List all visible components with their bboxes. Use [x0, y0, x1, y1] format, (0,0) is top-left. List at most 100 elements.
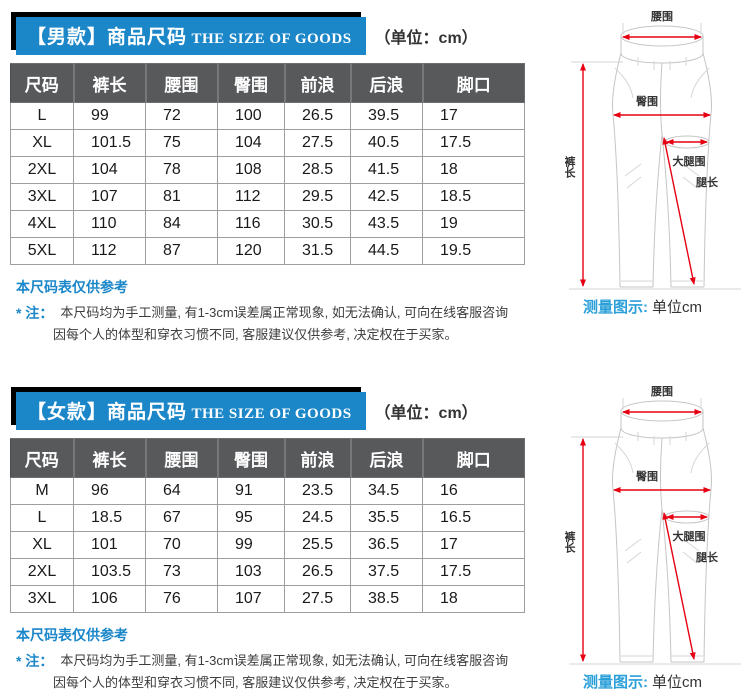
women-title-bar: 【女款】商品尺码 THE SIZE OF GOODS	[16, 392, 366, 430]
value-cell: 34.5	[350, 477, 423, 505]
women-note-line1: * 注： 本尺码均为手工测量, 有1-3cm误差属正常现象, 如无法确认, 可向…	[16, 651, 565, 673]
value-cell: 104	[73, 156, 146, 184]
value-cell: 18.5	[73, 504, 146, 532]
table-row: 5XL 112 87 120 31.5 44.5 19.5	[10, 237, 525, 265]
value-cell: 29.5	[284, 183, 351, 211]
men-note-prefix: * 注：	[16, 305, 54, 321]
column-header: 腰围	[144, 63, 218, 103]
men-table-body: L 99 72 100 26.5 39.5 17 XL 101.5 75 104 27.5 40.5 17…	[10, 102, 525, 265]
value-cell: 17.5	[422, 558, 525, 586]
value-cell: 91	[217, 477, 285, 505]
column-header: 裤长	[72, 63, 146, 103]
thigh-label: 大腿围	[673, 529, 706, 543]
men-title-row: 【男款】商品尺码 THE SIZE OF GOODS （单位：cm）	[16, 17, 565, 55]
value-cell: 31.5	[284, 237, 351, 265]
size-cell: XL	[10, 531, 74, 559]
table-row: XL 101.5 75 104 27.5 40.5 17.5	[10, 129, 525, 157]
value-cell: 112	[73, 237, 146, 265]
men-unit-label: （单位：cm）	[374, 30, 478, 47]
men-left-column: 【男款】商品尺码 THE SIZE OF GOODS （单位：cm） 尺码 裤长腰…	[0, 0, 565, 375]
value-cell: 72	[145, 102, 218, 130]
women-pants-diagram-svg: 腰围 臀围 大腿围 裤长 腿长	[565, 385, 741, 665]
men-title-en: THE SIZE OF GOODS	[191, 31, 352, 47]
value-cell: 101.5	[73, 129, 146, 157]
men-caption-prefix: 测量图示:	[583, 299, 648, 316]
value-cell: 108	[217, 156, 285, 184]
value-cell: 40.5	[350, 129, 423, 157]
column-header: 脚口	[421, 63, 525, 103]
hip-label: 臀围	[636, 94, 658, 108]
value-cell: 27.5	[284, 585, 351, 613]
value-cell: 26.5	[284, 102, 351, 130]
men-size-section: 【男款】商品尺码 THE SIZE OF GOODS （单位：cm） 尺码 裤长腰…	[0, 0, 750, 375]
value-cell: 23.5	[284, 477, 351, 505]
value-cell: 18	[422, 156, 525, 184]
table-row: 2XL 104 78 108 28.5 41.5 18	[10, 156, 525, 184]
table-row: XL 101 70 99 25.5 36.5 17	[10, 531, 525, 559]
size-cell: L	[10, 504, 74, 532]
women-measure-diagram: 腰围 臀围 大腿围 裤长 腿长 测量图示: 单位cm	[565, 375, 750, 694]
value-cell: 41.5	[350, 156, 423, 184]
women-left-column: 【女款】商品尺码 THE SIZE OF GOODS （单位：cm） 尺码 裤长腰…	[0, 375, 565, 694]
value-cell: 73	[145, 558, 218, 586]
value-cell: 107	[73, 183, 146, 211]
value-cell: 17	[422, 102, 525, 130]
value-cell: 26.5	[284, 558, 351, 586]
pants-length-label: 裤长	[565, 155, 577, 179]
table-row: 4XL 110 84 116 30.5 43.5 19	[10, 210, 525, 238]
value-cell: 17.5	[422, 129, 525, 157]
value-cell: 101	[73, 531, 146, 559]
column-header: 腰围	[144, 438, 218, 478]
value-cell: 112	[217, 183, 285, 211]
men-note-text1: 本尺码均为手工测量, 有1-3cm误差属正常现象, 如无法确认, 可向在线客服咨…	[60, 305, 509, 320]
men-notes: 本尺码表仅供参考 * 注： 本尺码均为手工测量, 有1-3cm误差属正常现象, …	[16, 277, 565, 345]
value-cell: 76	[145, 585, 218, 613]
column-header: 前浪	[283, 63, 351, 103]
table-row: L 99 72 100 26.5 39.5 17	[10, 102, 525, 130]
table-row: 2XL 103.5 73 103 26.5 37.5 17.5	[10, 558, 525, 586]
value-cell: 39.5	[350, 102, 423, 130]
value-cell: 99	[217, 531, 285, 559]
column-header: 前浪	[283, 438, 351, 478]
value-cell: 107	[217, 585, 285, 613]
leg-length-label: 腿长	[696, 175, 719, 189]
hip-label: 臀围	[636, 469, 658, 483]
size-cell: 2XL	[10, 558, 74, 586]
men-pants-diagram-svg: 腰围 臀围 大腿围 裤长 腿长	[565, 10, 741, 290]
value-cell: 17	[422, 531, 525, 559]
men-measure-diagram: 腰围 臀围 大腿围 裤长 腿长 测量图示: 单位cm	[565, 0, 750, 375]
column-header: 臀围	[216, 63, 285, 103]
value-cell: 28.5	[284, 156, 351, 184]
value-cell: 103.5	[73, 558, 146, 586]
women-notes: 本尺码表仅供参考 * 注： 本尺码均为手工测量, 有1-3cm误差属正常现象, …	[16, 625, 565, 693]
women-note-text2: 因每个人的体型和穿衣习惯不同, 客服建议仅供参考, 决定权在于买家。	[53, 674, 458, 690]
value-cell: 42.5	[350, 183, 423, 211]
value-cell: 24.5	[284, 504, 351, 532]
value-cell: 37.5	[350, 558, 423, 586]
value-cell: 19	[422, 210, 525, 238]
value-cell: 27.5	[284, 129, 351, 157]
table-row: L 18.5 67 95 24.5 35.5 16.5	[10, 504, 525, 532]
table-row: 3XL 106 76 107 27.5 38.5 18	[10, 585, 525, 613]
men-size-table: 尺码 裤长 腰围 臀围 前浪 后浪 脚口 L 99 72 100 26.5 39.5 17 XL 101.5…	[10, 63, 525, 265]
value-cell: 44.5	[350, 237, 423, 265]
value-cell: 103	[217, 558, 285, 586]
column-header: 后浪	[349, 63, 423, 103]
size-cell: 3XL	[10, 183, 74, 211]
value-cell: 19.5	[422, 237, 525, 265]
women-note-prefix: * 注：	[16, 653, 54, 669]
men-title-cn: 【男款】商品尺码	[27, 27, 188, 48]
value-cell: 104	[217, 129, 285, 157]
leg-length-label: 腿长	[696, 550, 719, 564]
value-cell: 95	[217, 504, 285, 532]
value-cell: 43.5	[350, 210, 423, 238]
value-cell: 35.5	[350, 504, 423, 532]
size-cell: XL	[10, 129, 74, 157]
men-table-header-row: 尺码 裤长 腰围 臀围 前浪 后浪 脚口	[10, 63, 525, 103]
value-cell: 36.5	[350, 531, 423, 559]
value-cell: 81	[145, 183, 218, 211]
value-cell: 16.5	[422, 504, 525, 532]
women-table-body: M 96 64 91 23.5 34.5 16 L 18.5 67 95 24.5 35.5 16.5 XL…	[10, 477, 525, 613]
waist-label: 腰围	[650, 10, 673, 23]
value-cell: 116	[217, 210, 285, 238]
